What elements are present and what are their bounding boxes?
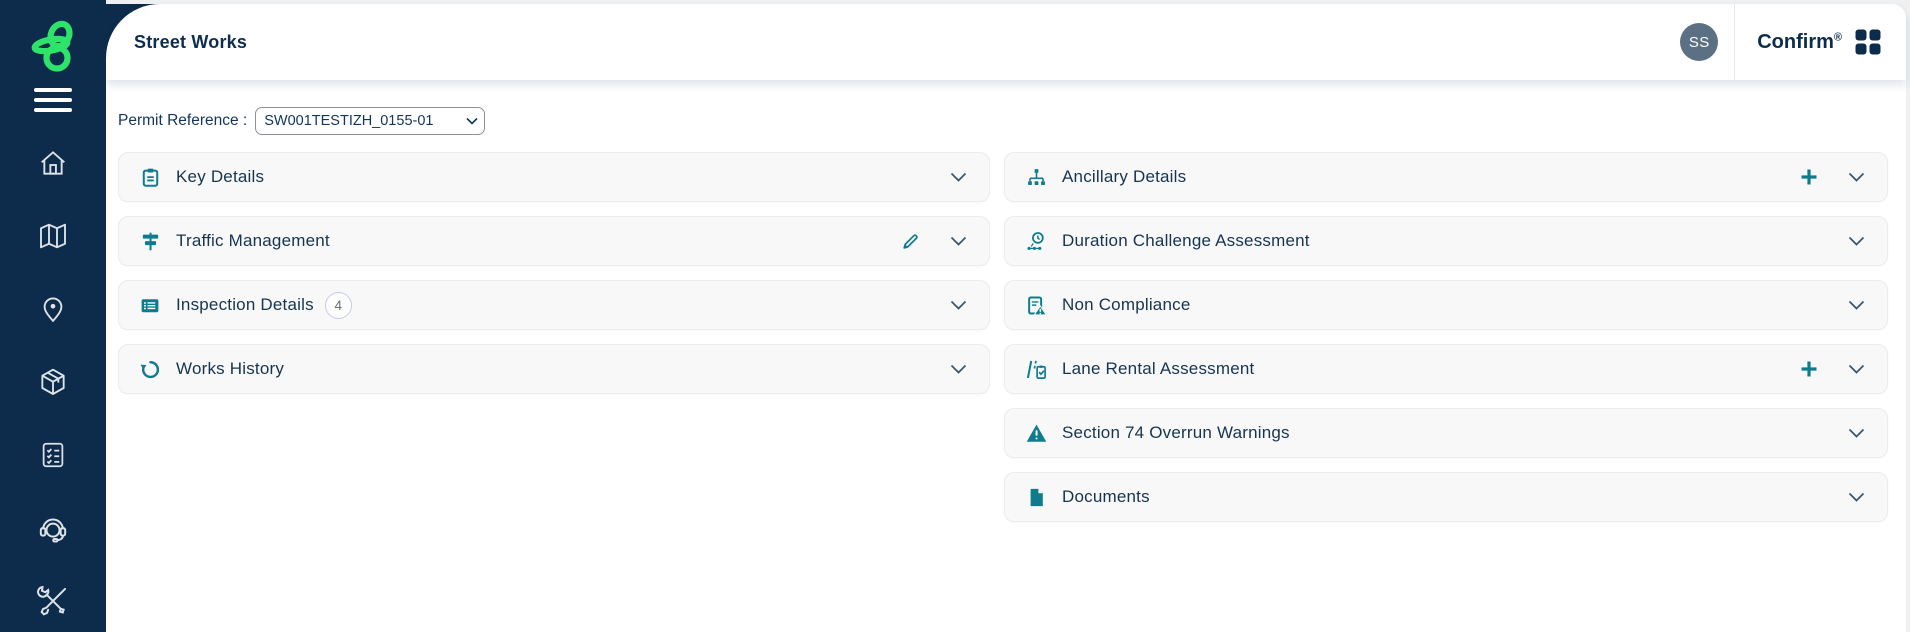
documents-icon: [1025, 486, 1047, 508]
permit-reference-row: Permit Reference : SW001TESTIZH_0155-01: [118, 107, 486, 135]
panel-label: Lane Rental Assessment: [1062, 359, 1255, 378]
headset-icon[interactable]: [36, 511, 70, 545]
edit-pencil-icon[interactable]: [901, 232, 920, 251]
traffic-management-icon: [139, 230, 161, 252]
panel-label: Inspection Details: [176, 295, 314, 314]
chevron-down-icon[interactable]: [950, 364, 967, 374]
chevron-down-icon[interactable]: [1848, 492, 1865, 502]
brand-name: Confirm®: [1757, 30, 1842, 53]
permit-reference-select[interactable]: SW001TESTIZH_0155-01: [255, 107, 486, 135]
permit-reference-label: Permit Reference :: [118, 112, 248, 129]
add-plus-icon[interactable]: [1800, 168, 1818, 186]
panel-label: Ancillary Details: [1062, 167, 1187, 186]
panel-label: Duration Challenge Assessment: [1062, 231, 1310, 250]
tools-icon[interactable]: [36, 584, 70, 618]
chevron-down-icon[interactable]: [950, 236, 967, 246]
menu-icon[interactable]: [34, 88, 72, 112]
panel-label: Works History: [176, 359, 285, 378]
panel-inspection-details[interactable]: Inspection Details 4: [118, 280, 990, 330]
chevron-down-icon[interactable]: [950, 300, 967, 310]
works-history-icon: [139, 358, 161, 380]
panel-label: Key Details: [176, 167, 265, 186]
ancillary-details-icon: [1025, 166, 1047, 188]
panel-non-compliance[interactable]: Non Compliance: [1004, 280, 1888, 330]
panel-ancillary-details[interactable]: Ancillary Details: [1004, 152, 1888, 202]
panel-key-details[interactable]: Key Details: [118, 152, 990, 202]
inspection-details-icon: [139, 294, 161, 316]
panel-label: Section 74 Overrun Warnings: [1062, 423, 1290, 442]
header-divider: [1734, 4, 1736, 80]
panel-documents[interactable]: Documents: [1004, 472, 1888, 522]
panel-duration-challenge-assessment[interactable]: Duration Challenge Assessment: [1004, 216, 1888, 266]
duration-challenge-icon: [1025, 230, 1047, 252]
chevron-down-icon[interactable]: [1848, 364, 1865, 374]
key-details-icon: [139, 166, 161, 188]
chevron-down-icon[interactable]: [1848, 300, 1865, 310]
chevron-down-icon[interactable]: [950, 172, 967, 182]
registered-mark: ®: [1833, 30, 1842, 43]
left-panel-column: Key Details Traffic Management: [118, 152, 990, 394]
panel-label: Non Compliance: [1062, 295, 1191, 314]
non-compliance-icon: [1025, 294, 1047, 316]
chevron-down-icon[interactable]: [1848, 428, 1865, 438]
panel-label: Traffic Management: [176, 231, 330, 250]
package-icon[interactable]: [36, 365, 70, 399]
map-icon[interactable]: [36, 219, 70, 253]
add-plus-icon[interactable]: [1800, 360, 1818, 378]
count-badge: 4: [324, 291, 352, 319]
panel-works-history[interactable]: Works History: [118, 344, 990, 394]
location-pin-icon[interactable]: [36, 292, 70, 326]
panel-label: Documents: [1062, 487, 1150, 506]
section-74-warning-icon: [1025, 422, 1047, 444]
brand-logo-icon: [27, 12, 79, 78]
right-panel-column: Ancillary Details Duration Challenge Ass…: [1004, 152, 1888, 522]
page-title: Street Works: [134, 31, 248, 52]
checklist-icon[interactable]: [36, 438, 70, 472]
chevron-down-icon[interactable]: [1848, 172, 1865, 182]
home-icon[interactable]: [36, 146, 70, 180]
panel-lane-rental-assessment[interactable]: Lane Rental Assessment: [1004, 344, 1888, 394]
sidebar: [0, 0, 106, 632]
avatar[interactable]: SS: [1680, 23, 1719, 61]
lane-rental-icon: [1025, 358, 1047, 380]
panel-section-74-overrun-warnings[interactable]: Section 74 Overrun Warnings: [1004, 408, 1888, 458]
chevron-down-icon[interactable]: [1848, 236, 1865, 246]
panel-traffic-management[interactable]: Traffic Management: [118, 216, 990, 266]
header-bar: Street Works SS Confirm®: [106, 4, 1906, 80]
app-launcher-icon[interactable]: [1854, 28, 1882, 56]
